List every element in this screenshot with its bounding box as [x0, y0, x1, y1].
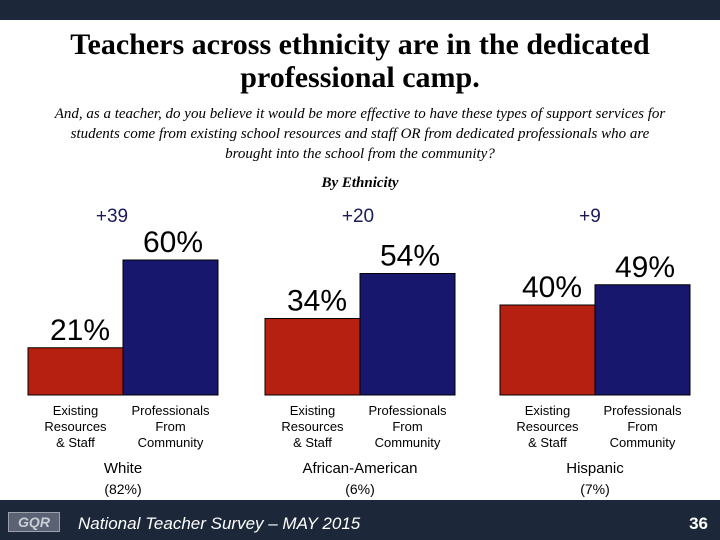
value-label: 40% — [522, 271, 582, 304]
bar-existing — [499, 304, 596, 396]
difference-label: +9 — [579, 206, 601, 227]
series-label: Community — [375, 435, 441, 450]
bar-existing — [264, 318, 361, 396]
category-share: (6%) — [345, 481, 375, 497]
series-label: & Staff — [528, 435, 567, 450]
category-label: African-American — [302, 460, 417, 477]
value-label: 21% — [50, 314, 110, 347]
difference-label: +20 — [342, 206, 374, 227]
value-label: 49% — [615, 251, 675, 284]
bar-professionals — [359, 273, 456, 396]
footer-band: GQR National Teacher Survey – MAY 2015 3… — [0, 500, 720, 540]
series-label: Resources — [44, 419, 107, 434]
bar-professionals — [122, 259, 219, 396]
category-label: White — [104, 460, 142, 477]
category-share: (7%) — [580, 481, 610, 497]
series-label: Resources — [516, 419, 579, 434]
bar-existing — [27, 347, 124, 396]
series-label: Existing — [525, 403, 571, 418]
series-label: Community — [138, 435, 204, 450]
category-share: (82%) — [104, 481, 141, 497]
series-label: Community — [610, 435, 676, 450]
slide-title: Teachers across ethnicity are in the ded… — [70, 28, 650, 94]
series-label: Professionals — [603, 403, 682, 418]
series-label: & Staff — [56, 435, 95, 450]
page-number: 36 — [689, 514, 708, 533]
series-label: Existing — [53, 403, 99, 418]
survey-name: National Teacher Survey – MAY 2015 — [78, 514, 361, 533]
series-label: From — [627, 419, 657, 434]
value-label: 34% — [287, 285, 347, 318]
series-label: & Staff — [293, 435, 332, 450]
series-label: Resources — [281, 419, 344, 434]
value-label: 54% — [380, 240, 440, 273]
value-label: 60% — [143, 226, 203, 259]
chart-subtitle: By Ethnicity — [321, 175, 399, 191]
series-label: Professionals — [131, 403, 210, 418]
top-band — [0, 0, 720, 20]
bar-professionals — [594, 284, 691, 396]
series-label: From — [155, 419, 185, 434]
gqr-logo: GQR — [8, 512, 60, 532]
series-label: Existing — [290, 403, 336, 418]
series-label: Professionals — [368, 403, 447, 418]
category-label: Hispanic — [566, 460, 624, 477]
series-label: From — [392, 419, 422, 434]
survey-question: And, as a teacher, do you believe it wou… — [54, 106, 666, 162]
difference-label: +39 — [96, 206, 128, 227]
